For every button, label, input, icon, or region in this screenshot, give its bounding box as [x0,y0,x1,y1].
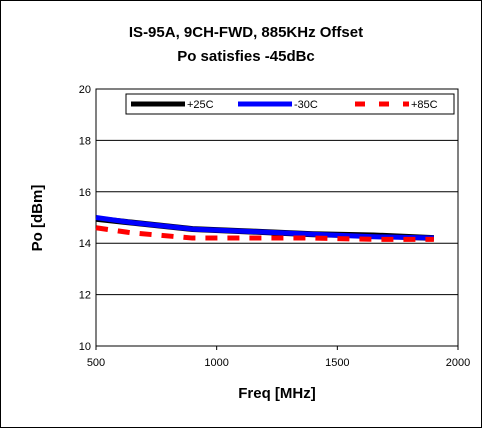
x-tick-label: 1500 [325,357,349,369]
chart-subtitle: Po satisfies -45dBc [177,48,315,65]
series-line-2 [95,225,434,242]
y-tick-label: 20 [79,84,91,96]
axis-ticks: 10 12 14 16 18 20 500 1000 1500 2000 [79,84,470,369]
series-line-1 [95,215,434,241]
grid-lines [96,88,458,347]
y-tick-label: 14 [79,238,91,250]
x-tick-label: 2000 [446,357,470,369]
chart-title: IS-95A, 9CH-FWD, 885KHz Offset [129,24,363,41]
legend-label-0: +25C [187,99,214,111]
plot-area [95,88,459,347]
x-tick-label: 1000 [204,357,228,369]
y-tick-label: 16 [79,187,91,199]
x-axis-label: Freq [MHz] [238,385,316,402]
series-lines [95,215,434,242]
legend: +25C -30C +85C [125,93,455,115]
x-tick-label: 500 [87,357,105,369]
y-axis-label: Po [dBm] [29,185,46,252]
y-tick-label: 18 [79,135,91,147]
y-tick-label: 10 [79,341,91,353]
y-tick-label: 12 [79,290,91,302]
legend-label-2: +85C [411,99,438,111]
legend-label-1: -30C [294,99,318,111]
